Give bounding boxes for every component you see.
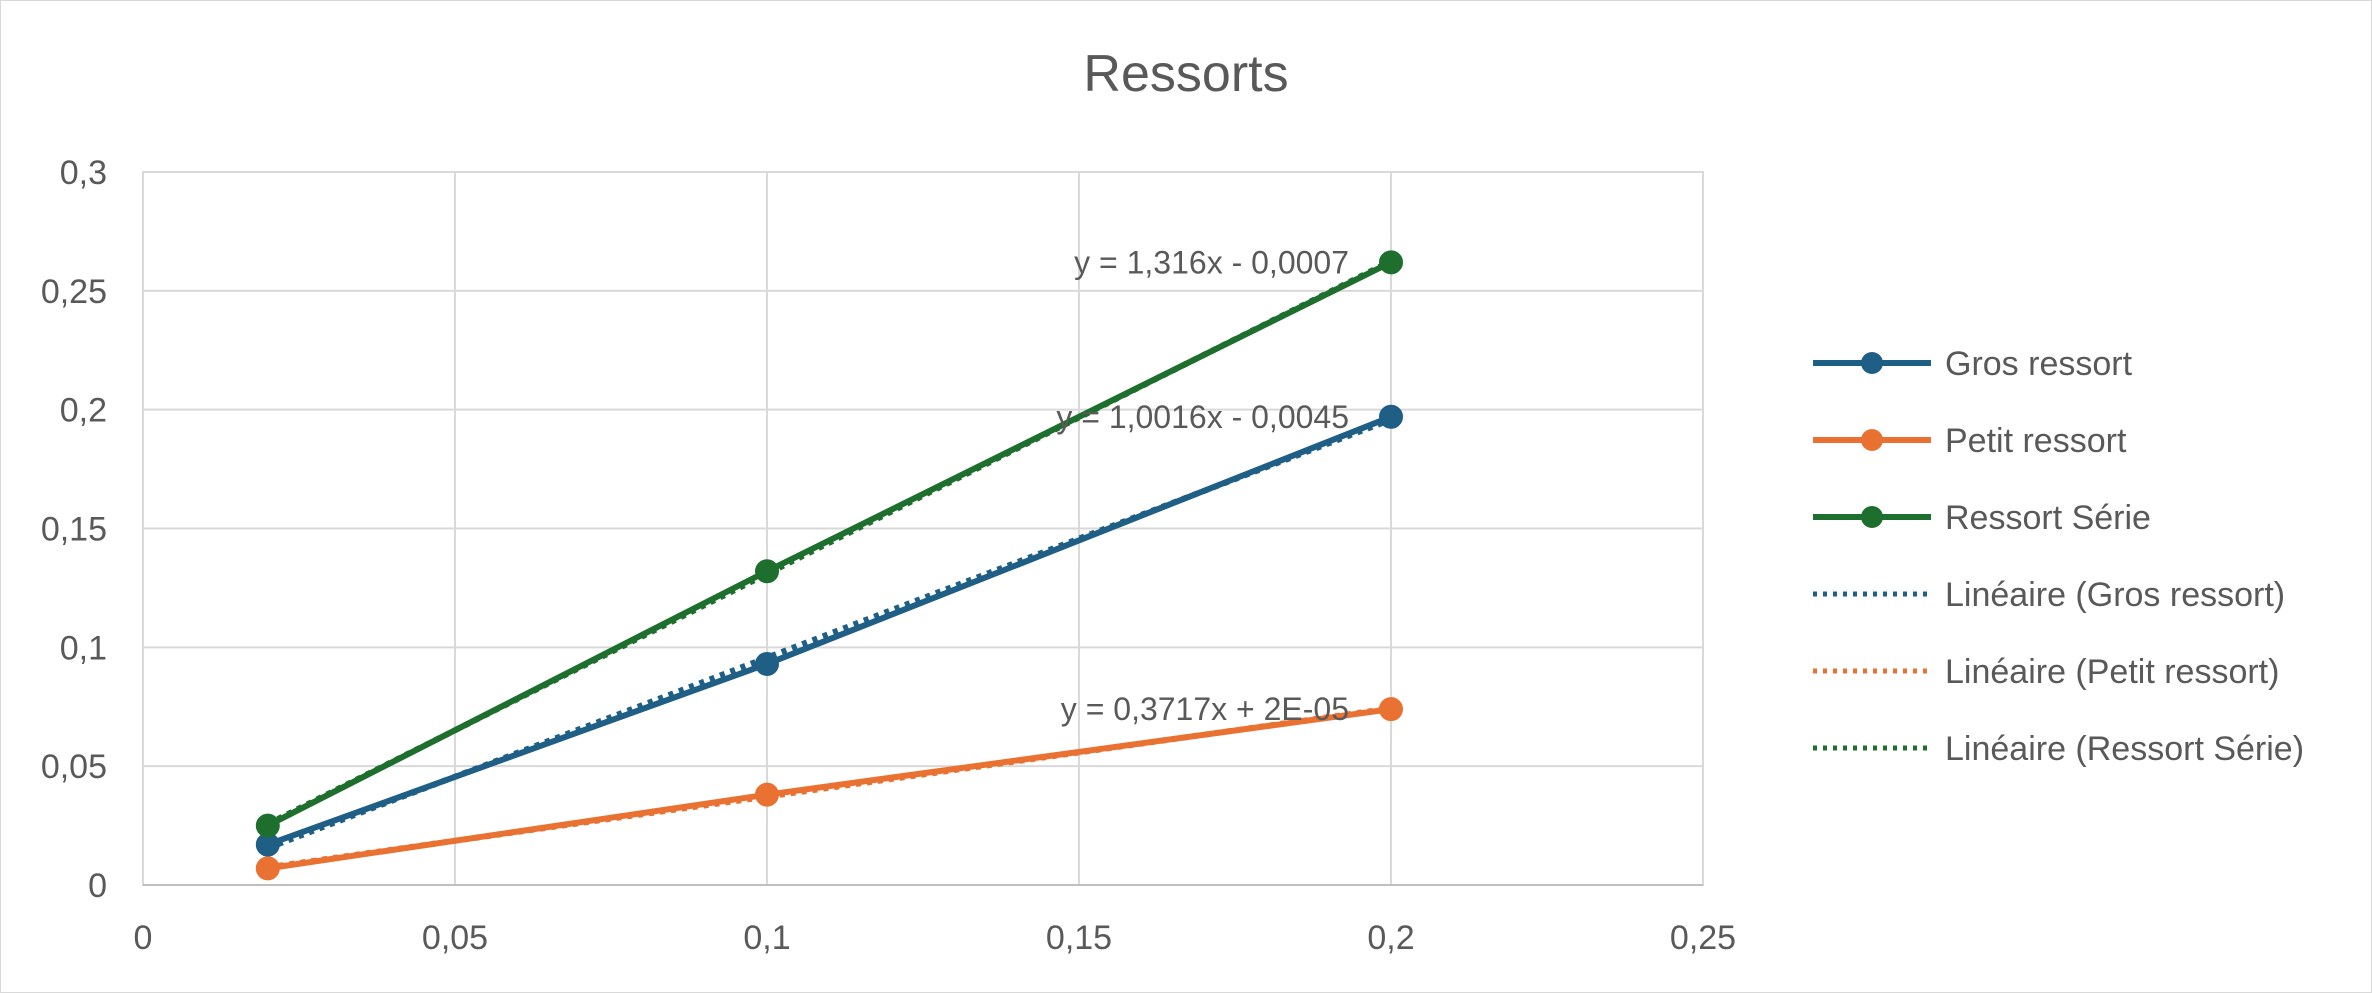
legend-trend-label-petit: Linéaire (Petit ressort) — [1945, 653, 2279, 691]
legend-label-serie: Ressort Série — [1945, 499, 2151, 537]
grid — [142, 171, 1704, 886]
y-tick-label: 0,2 — [60, 392, 107, 430]
series-lines — [255, 250, 1403, 881]
y-tick-label: 0 — [88, 867, 107, 905]
trendline-equation-serie: y = 1,316x - 0,0007 — [1074, 244, 1349, 280]
legend: Gros ressort Petit ressort Ressort Série Li… — [1813, 345, 2304, 768]
y-tick-label: 0,3 — [60, 154, 107, 192]
data-point-petit — [1379, 697, 1403, 722]
x-tick-label: 0,25 — [1670, 919, 1736, 957]
data-point-serie — [1379, 250, 1403, 275]
legend-marker-petit — [1861, 429, 1883, 451]
legend-label-gros: Gros ressort — [1945, 345, 2133, 383]
axes: 0 0,05 0,1 0,15 0,2 0,25 0,3 0 0,05 0,1 0,15 0,2 0,2… — [41, 154, 1736, 957]
x-tick-label: 0,05 — [422, 919, 488, 957]
data-point-petit — [755, 782, 779, 807]
chart-title: Ressorts — [1083, 45, 1288, 103]
trendlines — [266, 258, 1393, 871]
series-line-petit — [267, 706, 1392, 872]
data-point-petit — [255, 856, 280, 881]
x-tick-label: 0,1 — [743, 919, 790, 957]
x-tick-label: 0,15 — [1046, 919, 1112, 957]
legend-marker-serie — [1861, 506, 1883, 528]
legend-marker-gros — [1861, 352, 1883, 374]
y-tick-label: 0,15 — [41, 511, 107, 549]
legend-label-petit: Petit ressort — [1945, 422, 2127, 460]
x-tick-label: 0 — [134, 919, 153, 957]
data-point-serie — [255, 813, 280, 838]
legend-trend-label-serie: Linéaire (Ressort Série) — [1945, 730, 2304, 768]
data-point-gros — [1379, 404, 1403, 429]
y-tick-label: 0,25 — [41, 273, 107, 311]
trendline-equation-petit: y = 0,3717x + 2E-05 — [1061, 691, 1349, 727]
series-line-gros — [266, 414, 1393, 848]
data-point-gros — [755, 651, 779, 676]
x-tick-label: 0,2 — [1367, 919, 1414, 957]
y-tick-label: 0,1 — [60, 629, 107, 667]
data-point-serie — [755, 559, 779, 584]
trendline-equation-gros: y = 1,0016x - 0,0045 — [1056, 399, 1349, 435]
trendline-equations: y = 1,0016x - 0,0045 y = 0,3717x + 2E-05 y… — [1056, 244, 1349, 727]
legend-trend-label-gros: Linéaire (Gros ressort) — [1945, 576, 2285, 614]
y-tick-label: 0,05 — [41, 748, 107, 786]
